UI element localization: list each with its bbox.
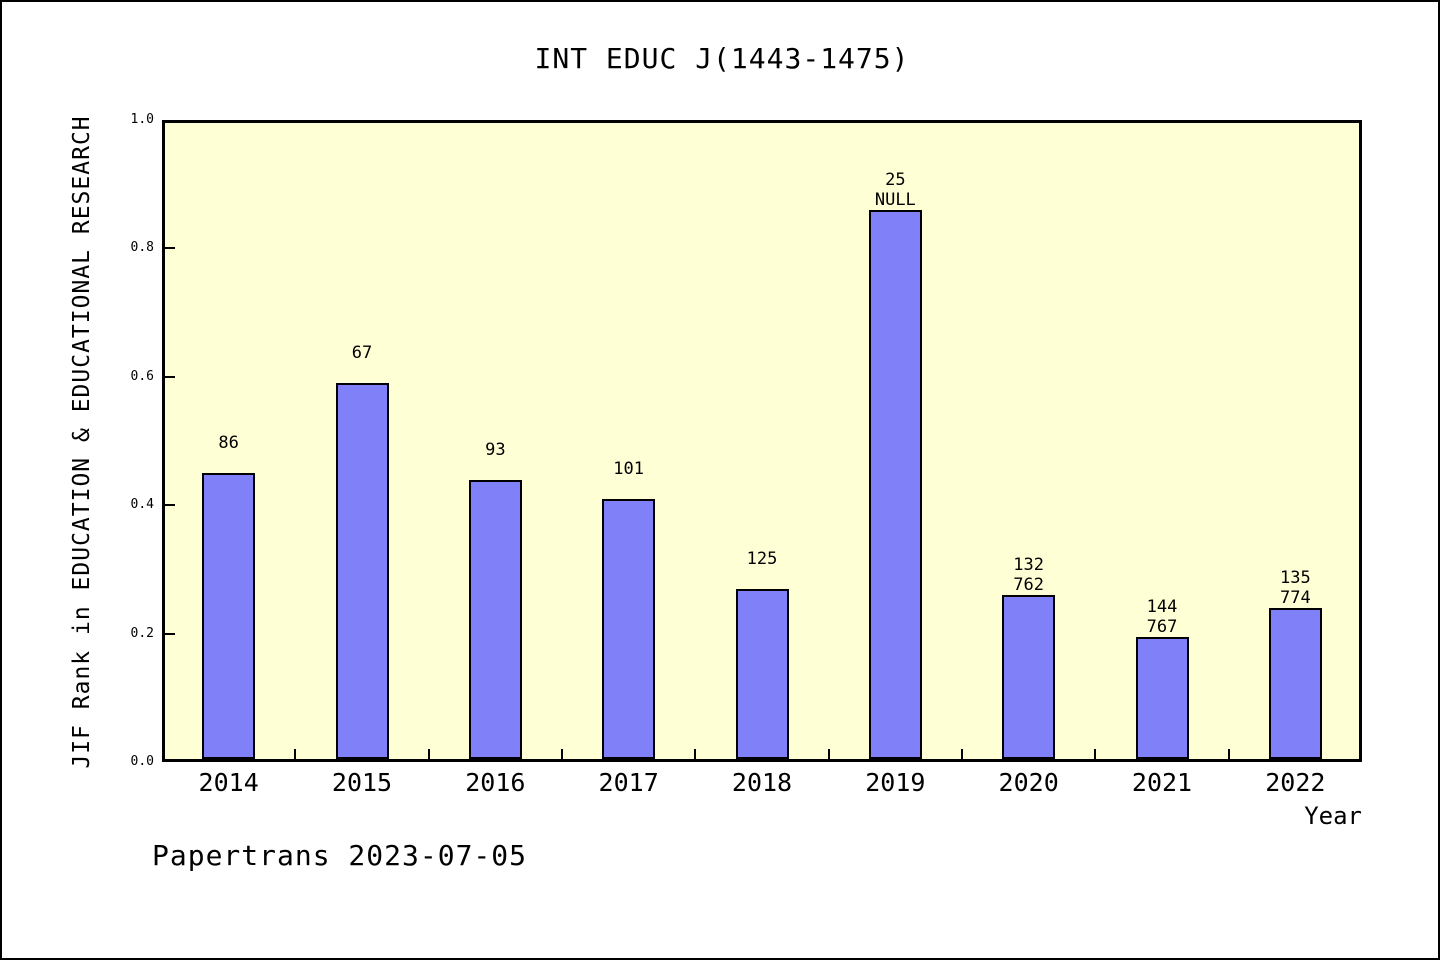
bar-2015	[335, 383, 389, 759]
x-tick-label: 2014	[198, 768, 259, 797]
x-tick-label: 2021	[1131, 768, 1193, 797]
y-tick-label: 0.8	[130, 240, 154, 256]
y-tick-label: 0.2	[130, 625, 154, 641]
x-tick-label: 2016	[465, 768, 526, 797]
y-tick-mark	[165, 504, 175, 507]
watermark-text: Papertrans 2023-07-05	[152, 839, 528, 872]
x-tick-mark	[427, 749, 430, 759]
bar-2020	[1002, 595, 1056, 759]
bar-value-label: 135 774	[1279, 567, 1311, 608]
bar-value-label: 25 NULL	[874, 169, 916, 210]
x-tick-label: 2022	[1265, 768, 1326, 797]
bar-value-label: 125	[746, 548, 778, 569]
x-tick-label: 2019	[865, 768, 926, 797]
x-tick-label: 2015	[331, 768, 393, 797]
bar-2014	[202, 473, 256, 759]
y-axis-label: JIF Rank in EDUCATION & EDUCATIONAL RESE…	[69, 115, 95, 769]
x-tick-label: 2018	[731, 768, 793, 797]
x-tick-mark	[561, 749, 563, 759]
bar-value-label: 132 762	[1013, 555, 1045, 596]
y-tick-label: 0.6	[130, 368, 154, 384]
x-axis-label: Year	[1304, 802, 1362, 830]
y-tick-mark	[165, 247, 175, 250]
x-tick-mark	[961, 749, 963, 759]
bar-2018	[735, 588, 789, 759]
y-tick-mark	[165, 632, 175, 635]
x-tick-mark	[827, 749, 830, 759]
x-tick-mark	[694, 749, 697, 759]
x-tick-mark	[1227, 749, 1230, 759]
bar-2016	[468, 479, 522, 759]
bar-2017	[602, 498, 656, 759]
bar-value-label: 93	[485, 439, 506, 460]
bar-2021	[1135, 636, 1189, 759]
bar-2022	[1268, 607, 1322, 759]
x-tick-mark	[1094, 749, 1097, 759]
bar-value-label: 67	[351, 343, 373, 364]
y-tick-label: 1.0	[130, 112, 154, 127]
chart-title: INT EDUC J(1443-1475)	[534, 42, 910, 75]
y-tick-label: 0.4	[130, 497, 154, 513]
bar-value-label: 86	[218, 433, 239, 454]
x-tick-mark	[294, 749, 297, 759]
bar-2019	[868, 209, 922, 759]
x-tick-label: 2017	[598, 768, 659, 797]
bar-value-label: 101	[613, 458, 645, 479]
y-tick-label: 0.0	[130, 754, 154, 769]
bar-value-label: 144 767	[1146, 596, 1178, 637]
y-tick-mark	[165, 375, 175, 378]
x-tick-label: 2020	[998, 768, 1059, 797]
